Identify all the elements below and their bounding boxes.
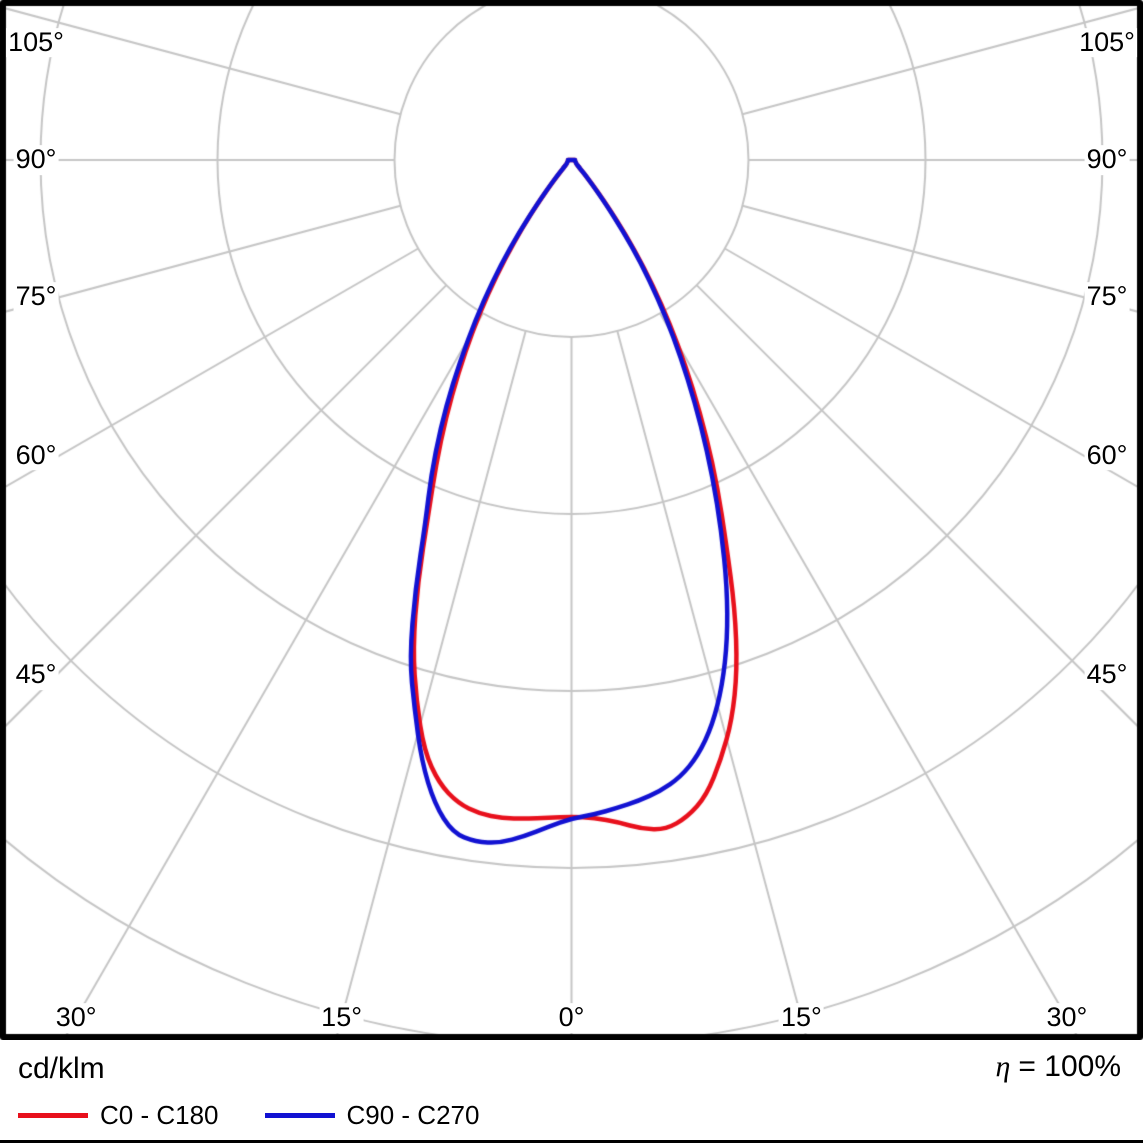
legend-label-c0-c180: C0 - C180 [100, 1100, 219, 1130]
eta-value: = 100% [1018, 1050, 1121, 1083]
unit-label: cd/klm [18, 1052, 105, 1085]
angle-tick-label: 0° [556, 1002, 587, 1033]
angle-tick-label: 15° [778, 1002, 824, 1033]
chart-footer: cd/klm η = 100% C0 - C180 C90 - C270 [0, 1040, 1143, 1143]
polar-chart-canvas [0, 0, 1143, 1040]
c0-c180-line-swatch [18, 1113, 88, 1118]
angle-tick-label: 75° [1084, 280, 1130, 312]
legend-item-c90-c270: C90 - C270 [264, 1100, 480, 1131]
efficiency-label: η = 100% [996, 1050, 1121, 1084]
legend-label-c90-c270: C90 - C270 [346, 1100, 480, 1130]
angle-tick-label: 105° [6, 26, 66, 58]
legend: C0 - C180 C90 - C270 [18, 1100, 479, 1131]
angle-tick-label: 30° [53, 1002, 99, 1033]
angle-tick-label: 105° [1077, 26, 1137, 58]
c90-c270-line-swatch [264, 1113, 335, 1118]
angle-tick-label: 90° [1084, 144, 1130, 175]
angle-tick-label: 90° [13, 144, 59, 175]
angle-tick-label: 30° [1044, 1002, 1090, 1033]
angle-tick-label: 15° [319, 1002, 365, 1033]
angle-tick-label: 60° [13, 439, 59, 471]
angle-tick-label: 45° [1084, 659, 1130, 691]
eta-symbol: η [995, 1050, 1011, 1083]
angle-tick-label: 75° [13, 280, 59, 312]
legend-item-c0-c180: C0 - C180 [18, 1100, 219, 1131]
angle-tick-label: 45° [13, 659, 59, 691]
angle-tick-label: 60° [1084, 439, 1130, 471]
polar-plot-area: 105° 90° 75° 60° 45° 30° 15° 0° 15° 30° 45° 60° 75° 9… [0, 0, 1143, 1040]
